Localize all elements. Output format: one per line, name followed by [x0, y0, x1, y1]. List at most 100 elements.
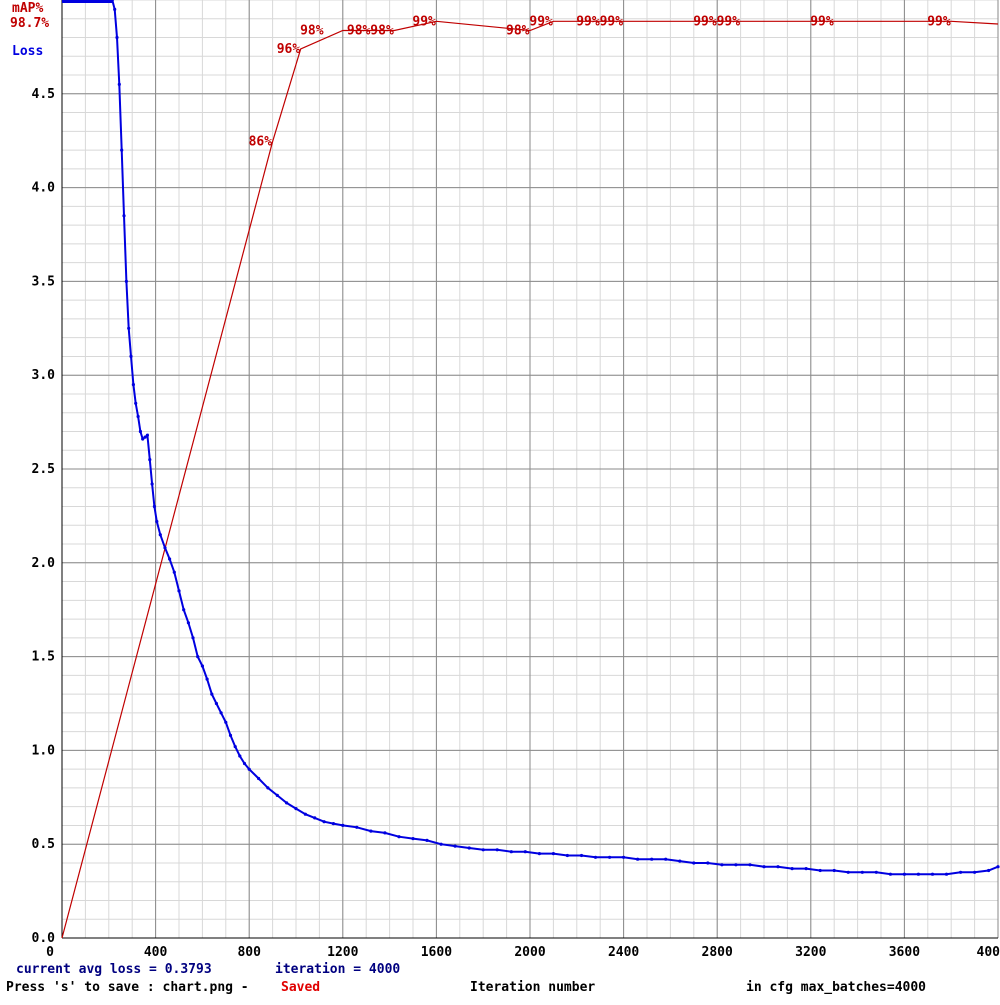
loss-point [495, 848, 499, 852]
loss-point [196, 655, 200, 659]
loss-point [453, 844, 457, 848]
loss-point [776, 865, 780, 869]
loss-point [127, 326, 131, 330]
loss-point [369, 829, 373, 833]
loss-point [860, 870, 864, 874]
loss-point [224, 720, 228, 724]
x-tick-label: 3600 [889, 945, 920, 960]
loss-point [996, 865, 1000, 869]
loss-point [186, 621, 190, 625]
iteration-count: iteration = 4000 [275, 962, 400, 977]
loss-point [200, 664, 204, 668]
x-axis-label: Iteration number [470, 980, 595, 995]
loss-point [874, 870, 878, 874]
loss-point [228, 733, 233, 738]
loss-point [331, 822, 335, 826]
x-tick-label: 400 [144, 945, 168, 960]
loss-point [124, 279, 128, 283]
loss-point [141, 437, 145, 441]
x-tick-label: 2400 [608, 945, 639, 960]
loss-point [748, 863, 752, 867]
map-axis-label: mAP% [12, 1, 43, 16]
loss-point [143, 435, 147, 439]
map-line [61, 20, 999, 939]
loss-point [120, 148, 124, 152]
y-tick-label: 1.0 [32, 743, 56, 758]
loss-point [664, 857, 668, 861]
current-avg-loss: current avg loss = 0.3793 [16, 962, 212, 977]
x-tick-label: 400 [977, 945, 1000, 960]
loss-point [322, 820, 326, 824]
loss-point [219, 711, 223, 715]
loss-point [593, 855, 598, 859]
x-tick-label: 1600 [421, 945, 452, 960]
loss-point [987, 868, 991, 873]
loss-point [411, 837, 415, 841]
loss-point [846, 870, 850, 874]
loss-point [145, 433, 149, 437]
map-label: 99% [576, 14, 600, 29]
map-current-value: 98.7% [10, 16, 49, 31]
loss-point [313, 816, 317, 820]
loss-point [168, 557, 172, 561]
map-label: 98% [370, 24, 394, 39]
loss-point [692, 861, 696, 865]
y-tick-label: 2.0 [32, 556, 56, 571]
loss-point [523, 850, 527, 854]
loss-axis-label: Loss [12, 44, 43, 59]
loss-point [383, 831, 387, 835]
loss-point [579, 853, 584, 858]
loss-point [158, 533, 162, 537]
loss-point [136, 414, 140, 419]
loss-point [117, 82, 121, 86]
loss-point [210, 692, 214, 696]
loss-point [397, 835, 401, 839]
loss-point [355, 825, 359, 829]
max-batches: in cfg max_batches=4000 [746, 980, 926, 995]
map-label: 86% [249, 135, 273, 150]
loss-series [110, 0, 1000, 876]
loss-point [706, 861, 710, 865]
loss-point [150, 482, 154, 486]
loss-point [622, 855, 626, 859]
loss-point [205, 677, 209, 681]
loss-point [257, 776, 261, 781]
loss-point [134, 401, 138, 405]
loss-point [163, 546, 167, 550]
loss-point [122, 214, 126, 218]
x-tick-label: 800 [237, 945, 261, 960]
loss-point [242, 761, 247, 766]
loss-point [902, 872, 907, 876]
loss-point [341, 823, 345, 828]
map-labels: 86%96%98% 98% 98%99%98%99% 99% 99% 99% 99% 99% 9… [249, 14, 951, 149]
loss-point [238, 754, 242, 758]
loss-point [467, 846, 471, 850]
loss-point [944, 872, 949, 876]
loss-point [888, 872, 893, 876]
loss-point [509, 850, 513, 854]
y-tick-label: 2.5 [32, 462, 55, 477]
loss-point [148, 458, 152, 462]
map-label: 99% [600, 14, 624, 29]
loss-point [650, 857, 654, 861]
loss-point [155, 519, 159, 524]
y-tick-labels: 0.0 0.5 1.0 1.5 2.0 2.5 3.0 3.5 4.0 4.5 [32, 87, 56, 946]
map-label: 96% [277, 42, 301, 57]
map-label: 99% [810, 14, 834, 29]
loss-point [790, 867, 794, 871]
map-label: 99% [693, 14, 717, 29]
x-tick-label: 3200 [795, 945, 826, 960]
loss-point [294, 807, 298, 811]
loss-point [275, 793, 279, 798]
x-tick-labels: 0 400 800 1200 1600 2000 2400 2800 3200 3600 400 [46, 945, 1000, 960]
loss-point [131, 383, 135, 387]
y-tick-label: 1.5 [32, 650, 55, 665]
map-label: 99% [927, 14, 951, 29]
loss-point [481, 848, 485, 852]
y-tick-label: 3.5 [32, 274, 55, 289]
save-hint: Press 's' to save : chart.png - [6, 980, 249, 995]
loss-point [734, 863, 738, 867]
map-series [61, 20, 999, 939]
loss-point [551, 852, 556, 856]
loss-point [233, 745, 237, 749]
